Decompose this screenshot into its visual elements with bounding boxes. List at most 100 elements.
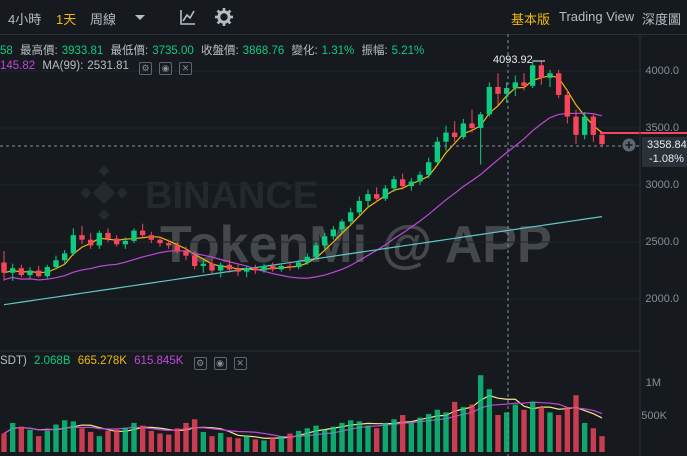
close-value: 3868.76 xyxy=(242,45,285,57)
candle-body xyxy=(105,232,111,239)
close-icon[interactable]: ✕ xyxy=(179,62,193,75)
hide-icon[interactable]: ◉ xyxy=(213,357,227,370)
price-axis-label: 3500.0 xyxy=(645,122,679,134)
close-icon[interactable]: ✕ xyxy=(233,357,247,370)
interval-1d-button[interactable]: 1天 xyxy=(56,12,77,27)
plus-icon[interactable] xyxy=(622,138,636,152)
depth-chart-tab[interactable]: 深度圖 xyxy=(642,12,682,27)
volume-ma-value-2: 615.845K xyxy=(134,355,184,367)
volume-bar xyxy=(373,428,380,452)
candle-body xyxy=(295,262,302,268)
interval-4h-button[interactable]: 4小時 xyxy=(8,12,42,27)
ma25-value: 145.82 xyxy=(0,60,36,72)
candle-body xyxy=(191,255,198,266)
ma25-line xyxy=(3,112,603,281)
volume-bar xyxy=(330,426,337,452)
volume-axis-label: 1M xyxy=(645,377,661,389)
ohlc-legend: 58 最高價: 3933.81 最低價: 3735.00 收盤價: 3868.76 變… xyxy=(0,42,428,58)
tradingview-tab[interactable]: Trading View xyxy=(559,9,635,24)
volume-bar xyxy=(174,428,181,452)
candle-body xyxy=(27,270,33,276)
volume-bar xyxy=(417,417,423,452)
volume-ma-line xyxy=(3,394,603,439)
candle-body xyxy=(148,235,155,240)
candle-body xyxy=(330,229,337,237)
chevron-down-icon[interactable] xyxy=(129,6,151,28)
volume-bar xyxy=(53,424,59,452)
volume-bar xyxy=(382,422,389,452)
volume-bar xyxy=(434,409,441,452)
volume-bar xyxy=(547,412,553,452)
candle-body xyxy=(347,212,354,222)
candle-body xyxy=(96,232,103,246)
candle-body xyxy=(61,253,68,261)
candle-body xyxy=(269,265,276,270)
price-axis-label: 2500.0 xyxy=(645,236,679,248)
watermark-brand-text: BINANCE xyxy=(145,175,318,217)
low-label: 最低價: xyxy=(110,45,149,57)
volume-bar xyxy=(200,431,207,452)
volume-bar xyxy=(243,436,250,452)
volume-unit-label: SDT) xyxy=(0,355,27,367)
volume-bar xyxy=(61,420,68,452)
candle-body xyxy=(365,194,371,201)
candle-body xyxy=(538,65,545,78)
candle-body xyxy=(139,230,146,236)
volume-bar xyxy=(235,438,241,452)
volume-bar xyxy=(165,434,172,452)
volume-bar xyxy=(529,401,536,452)
volume-bar xyxy=(304,428,311,452)
candle-body xyxy=(573,116,579,135)
volume-ma-lines xyxy=(3,394,603,439)
ma99-value: 2531.81 xyxy=(87,60,129,72)
volume-bar xyxy=(555,415,562,452)
ma7-line xyxy=(3,74,603,274)
candle-body xyxy=(313,245,319,257)
candle-body xyxy=(529,65,536,86)
volume-bar xyxy=(443,412,449,452)
candle-body xyxy=(174,245,181,252)
volume-bar xyxy=(477,375,484,452)
volume-bar xyxy=(278,436,285,452)
volume-bar xyxy=(365,425,371,452)
gear-icon[interactable] xyxy=(213,6,235,28)
volume-bar xyxy=(226,437,233,452)
candle-body xyxy=(79,235,85,240)
chart-toolbar: 4小時 1天 周線 基本版 Trading View 深度圖 xyxy=(0,0,687,35)
ma-legend: 145.82 MA(99): 2531.81 ⚙ ◉ ✕ xyxy=(0,60,196,75)
volume-bar xyxy=(96,436,103,452)
candle-body xyxy=(235,269,241,272)
candle-body xyxy=(200,263,207,266)
high-price-marker: 4093.92 xyxy=(493,54,533,66)
candle-body xyxy=(87,239,94,246)
volume-bar xyxy=(87,431,94,452)
candle-body xyxy=(226,264,233,270)
volume-bar xyxy=(521,409,527,452)
settings-icon[interactable]: ⚙ xyxy=(193,357,207,370)
volume-bar xyxy=(486,389,493,452)
candle-body xyxy=(564,94,571,117)
candle-body xyxy=(477,114,484,128)
volume-bar xyxy=(391,419,397,452)
volume-bar xyxy=(105,430,111,452)
candle-body xyxy=(287,265,293,268)
volume-bar xyxy=(460,407,467,452)
candle-body xyxy=(321,236,328,246)
candle-body xyxy=(53,260,59,268)
volume-bar xyxy=(538,407,545,452)
volume-bar xyxy=(425,413,432,452)
candle-body xyxy=(9,268,16,273)
candle-body xyxy=(339,221,345,230)
volume-bars xyxy=(1,375,605,452)
high-label: 最高價: xyxy=(20,45,58,57)
indicator-icon[interactable] xyxy=(177,6,199,28)
candle-body xyxy=(581,116,588,135)
interval-week-button[interactable]: 周線 xyxy=(90,12,117,27)
basic-view-tab[interactable]: 基本版 xyxy=(511,12,551,27)
hide-icon[interactable]: ◉ xyxy=(159,62,173,75)
settings-icon[interactable]: ⚙ xyxy=(139,62,153,75)
volume-bar xyxy=(408,422,415,452)
volume-bar xyxy=(295,430,302,452)
candle-body xyxy=(382,188,389,199)
